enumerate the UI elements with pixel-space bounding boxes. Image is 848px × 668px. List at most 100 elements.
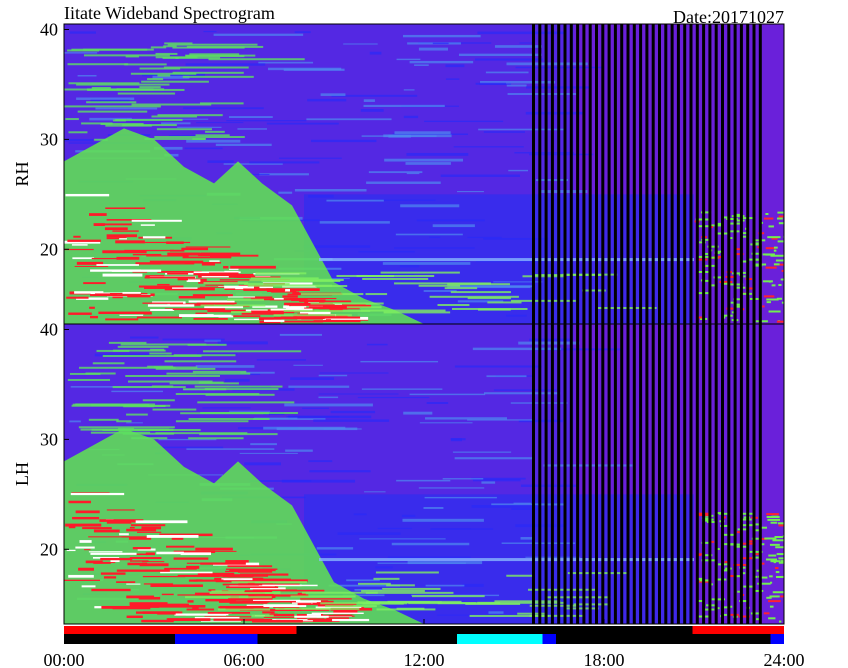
- speckle: [707, 245, 719, 248]
- streak: [252, 305, 278, 308]
- streak: [126, 583, 141, 585]
- streak: [125, 374, 220, 377]
- speckle: [708, 256, 719, 259]
- streak: [138, 285, 184, 288]
- streak: [229, 568, 276, 572]
- dropout-line: [620, 24, 624, 324]
- streak: [358, 250, 415, 253]
- dropout-line: [632, 24, 636, 324]
- streak: [437, 602, 501, 605]
- streak: [119, 314, 144, 316]
- streak: [359, 538, 446, 540]
- streak: [377, 527, 413, 530]
- speckle: [778, 524, 784, 527]
- streak: [445, 78, 460, 80]
- streak: [132, 547, 151, 550]
- speckle: [777, 211, 784, 214]
- streak: [403, 115, 419, 119]
- streak: [95, 107, 158, 110]
- streak: [299, 300, 341, 302]
- streak: [67, 63, 129, 66]
- streak: [493, 389, 557, 391]
- speckle: [769, 575, 773, 578]
- streak: [209, 591, 281, 594]
- dropout-line: [664, 24, 668, 324]
- streak: [357, 396, 430, 399]
- streak: [319, 558, 694, 562]
- dropout-line: [557, 24, 561, 324]
- streak: [123, 405, 155, 408]
- streak: [151, 115, 198, 118]
- streak: [81, 585, 96, 588]
- streak: [69, 420, 81, 423]
- streak: [342, 594, 385, 597]
- streak: [366, 343, 388, 346]
- streak: [167, 618, 211, 621]
- streak: [76, 261, 104, 265]
- streak: [285, 449, 313, 452]
- speckle: [743, 275, 746, 278]
- streak: [143, 583, 174, 585]
- streak: [95, 270, 104, 272]
- streak: [166, 372, 251, 375]
- speckle: [767, 518, 780, 521]
- speckle: [752, 556, 759, 559]
- streak: [162, 338, 225, 341]
- speckle: [780, 560, 784, 563]
- speckle: [772, 539, 784, 542]
- streak: [175, 393, 260, 396]
- streak: [444, 287, 478, 290]
- streak: [506, 314, 527, 317]
- streak: [243, 296, 273, 299]
- streak: [188, 437, 244, 440]
- streak: [273, 316, 325, 320]
- streak: [186, 608, 215, 611]
- dropout-line: [727, 24, 731, 324]
- streak: [392, 133, 468, 136]
- streak: [64, 88, 119, 91]
- streak: [195, 547, 233, 551]
- streak: [471, 477, 526, 480]
- streak: [311, 139, 377, 143]
- speckle: [775, 259, 784, 262]
- speckle: [763, 612, 770, 615]
- dropout-line: [733, 24, 737, 324]
- dropout-line: [721, 324, 724, 624]
- dropout-line: [658, 324, 661, 624]
- streak: [126, 413, 148, 416]
- speckle: [726, 217, 738, 220]
- streak: [131, 437, 168, 440]
- streak: [129, 336, 159, 339]
- streak: [279, 333, 323, 336]
- streak: [205, 130, 225, 133]
- streak: [189, 53, 240, 56]
- streak: [457, 300, 504, 303]
- streak: [125, 55, 140, 58]
- streak: [215, 143, 272, 146]
- speckle: [735, 248, 743, 251]
- speckle: [771, 284, 776, 287]
- streak: [146, 534, 199, 538]
- streak: [207, 611, 251, 614]
- speckle: [770, 521, 778, 524]
- dropout-line: [702, 24, 706, 324]
- streak: [175, 420, 249, 423]
- streak: [141, 526, 162, 530]
- dropout-line: [613, 324, 617, 624]
- streak: [103, 589, 125, 591]
- streak: [337, 532, 401, 535]
- streak: [117, 345, 169, 348]
- streak: [409, 393, 486, 396]
- streak: [200, 562, 246, 565]
- streak: [319, 372, 389, 374]
- streak: [251, 614, 274, 617]
- dropout-line: [544, 24, 548, 324]
- streak: [487, 301, 522, 304]
- speckle: [741, 260, 747, 263]
- streak: [213, 33, 304, 36]
- dropout-line: [582, 324, 586, 624]
- dropout-line: [670, 24, 674, 324]
- streak: [290, 595, 356, 598]
- streak: [263, 319, 285, 322]
- streak: [135, 262, 161, 265]
